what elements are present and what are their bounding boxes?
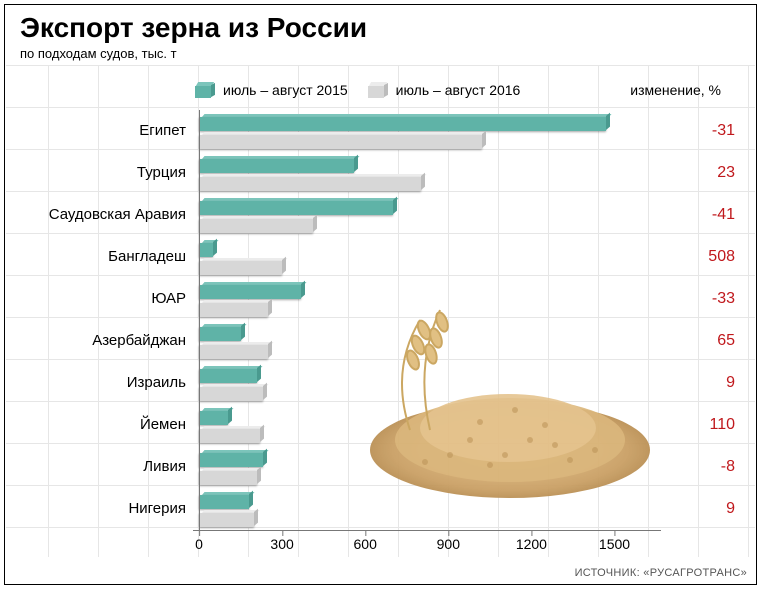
legend-swatch-2016: [368, 82, 388, 98]
chart-title: Экспорт зерна из России: [20, 12, 367, 44]
change-value: -33: [665, 290, 735, 308]
change-value: -8: [665, 458, 735, 476]
chart-subtitle: по подходам судов, тыс. т: [20, 46, 177, 61]
bar-group: [199, 154, 655, 192]
legend-label-2015: июль – август 2015: [223, 82, 348, 98]
bar-group: [199, 406, 655, 444]
change-value: 9: [665, 374, 735, 392]
chart-row: Йемен 110: [6, 404, 755, 446]
legend: июль – август 2015 июль – август 2016 из…: [195, 82, 731, 98]
change-value: 23: [665, 164, 735, 182]
change-value: -41: [665, 206, 735, 224]
x-axis-ticks: 030060090012001500: [199, 536, 661, 556]
country-label: Ливия: [6, 458, 186, 475]
y-axis: [199, 110, 200, 530]
bar-group: [199, 364, 655, 402]
country-label: ЮАР: [6, 290, 186, 307]
chart-row: Турция 23: [6, 152, 755, 194]
bar-group: [199, 112, 655, 150]
change-value: 508: [665, 248, 735, 266]
x-tick: 1500: [599, 536, 630, 552]
bar-group: [199, 448, 655, 486]
chart-row: Израиль 9: [6, 362, 755, 404]
country-label: Израиль: [6, 374, 186, 391]
chart-row: Нигерия 9: [6, 488, 755, 530]
change-value: 110: [665, 416, 735, 434]
country-label: Нигерия: [6, 500, 186, 517]
change-value: 9: [665, 500, 735, 518]
x-tick: 600: [354, 536, 377, 552]
bar-group: [199, 238, 655, 276]
chart-row: Египет -31: [6, 110, 755, 152]
country-label: Йемен: [6, 416, 186, 433]
change-value: -31: [665, 122, 735, 140]
country-label: Бангладеш: [6, 248, 186, 265]
legend-change-label: изменение, %: [630, 82, 721, 98]
country-label: Азербайджан: [6, 332, 186, 349]
chart-row: ЮАР -33: [6, 278, 755, 320]
bar-group: [199, 490, 655, 528]
chart-area: Египет -31 Турция 23 Саудовская Аравия -41 Бан…: [6, 110, 755, 539]
chart-row: Азербайджан 65: [6, 320, 755, 362]
legend-swatch-2015: [195, 82, 215, 98]
x-axis: [193, 530, 661, 531]
source-attribution: ИСТОЧНИК: «РУСАГРОТРАНС»: [575, 567, 747, 579]
bar-group: [199, 322, 655, 360]
country-label: Египет: [6, 122, 186, 139]
bar-group: [199, 280, 655, 318]
x-tick: 900: [437, 536, 460, 552]
country-label: Саудовская Аравия: [6, 206, 186, 223]
x-tick: 0: [195, 536, 203, 552]
chart-row: Ливия -8: [6, 446, 755, 488]
chart-row: Саудовская Аравия -41: [6, 194, 755, 236]
chart-row: Бангладеш 508: [6, 236, 755, 278]
x-tick: 1200: [516, 536, 547, 552]
legend-label-2016: июль – август 2016: [396, 82, 521, 98]
country-label: Турция: [6, 164, 186, 181]
change-value: 65: [665, 332, 735, 350]
bar-group: [199, 196, 655, 234]
x-tick: 300: [270, 536, 293, 552]
